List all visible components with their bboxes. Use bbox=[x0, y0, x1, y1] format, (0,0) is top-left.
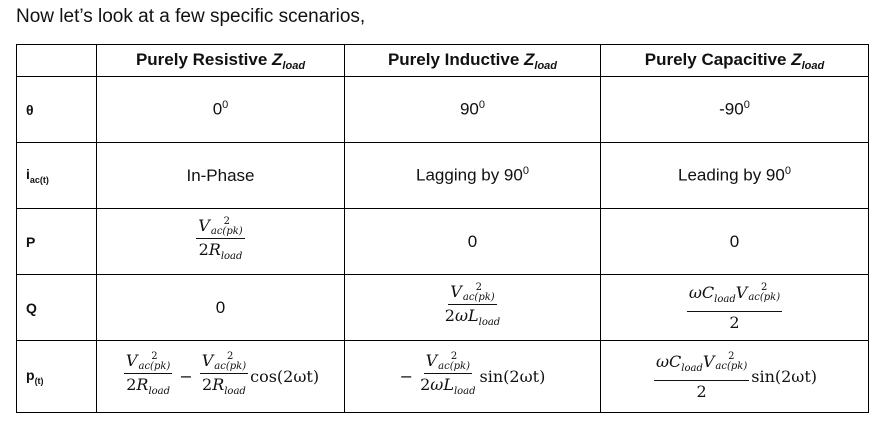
corner-cell bbox=[16, 44, 97, 77]
p-resistive-formula: V 2 ac(pk) 2Rload bbox=[194, 216, 246, 267]
q-inductive-formula: V 2 ac(pk) 2ωLload bbox=[441, 282, 504, 333]
iac-inductive-value: Lagging by 90 bbox=[416, 165, 523, 185]
pt-label-text: p bbox=[26, 367, 35, 384]
fraction: V 2 ac(pk) 2ωLload bbox=[420, 350, 476, 397]
fraction: V 2 ac(pk) 2Rload bbox=[196, 215, 245, 262]
intro-text: Now let’s look at a few specific scenari… bbox=[16, 6, 366, 27]
pt-inductive: − V 2 ac(pk) 2ωLload sin(2ωt) bbox=[344, 340, 601, 413]
pt-capacitive-formula: ωCloadV 2 ac(pk) 2 sin(2ωt) bbox=[653, 351, 818, 401]
theta-capacitive: -900 bbox=[600, 76, 869, 143]
theta-inductive-value: 90 bbox=[459, 99, 479, 119]
q-row: Q 0 V 2 ac(pk) 2ωLload ωCloadV 2 ac(pk) 2 bbox=[16, 274, 869, 341]
header-resistive-label: Purely Resistive bbox=[135, 49, 268, 69]
p-row: P V 2 ac(pk) 2Rload 0 0 bbox=[16, 208, 869, 275]
pt-inductive-formula: − V 2 ac(pk) 2ωLload sin(2ωt) bbox=[400, 351, 546, 402]
pt-capacitive: ωCloadV 2 ac(pk) 2 sin(2ωt) bbox=[600, 340, 869, 413]
header-capacitive: Purely Capacitive Zload bbox=[600, 44, 869, 77]
iac-capacitive: Leading by 900 bbox=[600, 142, 869, 209]
z-subscript: load bbox=[801, 59, 825, 72]
iac-label: iac(t) bbox=[16, 142, 97, 209]
theta-inductive: 900 bbox=[344, 76, 601, 143]
q-resistive: 0 bbox=[96, 274, 345, 341]
degree-sup: 0 bbox=[522, 165, 529, 178]
p-label: P bbox=[16, 208, 97, 275]
p-inductive: 0 bbox=[344, 208, 601, 275]
fraction: ωCloadV 2 ac(pk) 2 bbox=[653, 351, 750, 401]
scenarios-table: Purely Resistive Zload Purely Inductive … bbox=[16, 44, 869, 413]
fraction: V 2 ac(pk) 2ωLload bbox=[444, 281, 501, 328]
pt-label-sub: (t) bbox=[34, 375, 44, 386]
z-subscript: load bbox=[534, 59, 558, 72]
degree-sup: 0 bbox=[222, 99, 229, 112]
iac-row: iac(t) In-Phase Lagging by 900 Leading b… bbox=[16, 142, 869, 209]
degree-sup: 0 bbox=[743, 99, 750, 112]
z-symbol: Z bbox=[524, 49, 535, 69]
p-capacitive: 0 bbox=[600, 208, 869, 275]
pt-resistive: V 2 ac(pk) 2Rload − V 2 ac(pk) 2Rload cos(2ω… bbox=[96, 340, 345, 413]
q-capacitive: ωCloadV 2 ac(pk) 2 bbox=[600, 274, 869, 341]
pt-row: p(t) V 2 ac(pk) 2Rload − V 2 ac(pk) 2Rload c… bbox=[16, 340, 869, 413]
q-capacitive-formula: ωCloadV 2 ac(pk) 2 bbox=[685, 283, 784, 333]
theta-label: θ bbox=[16, 76, 97, 143]
degree-sup: 0 bbox=[478, 99, 486, 112]
p-resistive: V 2 ac(pk) 2Rload bbox=[96, 208, 345, 275]
iac-label-text: i bbox=[26, 166, 30, 183]
z-symbol: Z bbox=[791, 49, 802, 69]
iac-inductive: Lagging by 900 bbox=[344, 142, 601, 209]
pt-label: p(t) bbox=[16, 340, 97, 413]
fraction: ωCloadV 2 ac(pk) 2 bbox=[686, 282, 783, 332]
q-inductive: V 2 ac(pk) 2ωLload bbox=[344, 274, 601, 341]
iac-capacitive-value: Leading by 90 bbox=[678, 165, 785, 185]
pt-resistive-formula: V 2 ac(pk) 2Rload − V 2 ac(pk) 2Rload cos(2ω… bbox=[122, 351, 319, 402]
theta-resistive: 00 bbox=[96, 76, 345, 143]
theta-resistive-value: 0 bbox=[212, 99, 223, 119]
theta-row: θ 00 900 -900 bbox=[16, 76, 869, 143]
fraction: V 2 ac(pk) 2Rload bbox=[199, 350, 249, 397]
iac-resistive: In-Phase bbox=[96, 142, 345, 209]
header-resistive: Purely Resistive Zload bbox=[96, 44, 345, 77]
header-inductive: Purely Inductive Zload bbox=[344, 44, 601, 77]
iac-label-sub: ac(t) bbox=[29, 174, 49, 185]
degree-sup: 0 bbox=[784, 165, 791, 178]
z-subscript: load bbox=[282, 59, 306, 72]
fraction: V 2 ac(pk) 2Rload bbox=[123, 350, 173, 397]
header-inductive-label: Purely Inductive bbox=[387, 49, 520, 69]
q-label: Q bbox=[16, 274, 97, 341]
header-row: Purely Resistive Zload Purely Inductive … bbox=[16, 44, 869, 77]
theta-capacitive-value: -90 bbox=[719, 99, 744, 119]
header-capacitive-label: Purely Capacitive bbox=[644, 49, 787, 69]
z-symbol: Z bbox=[272, 49, 283, 69]
